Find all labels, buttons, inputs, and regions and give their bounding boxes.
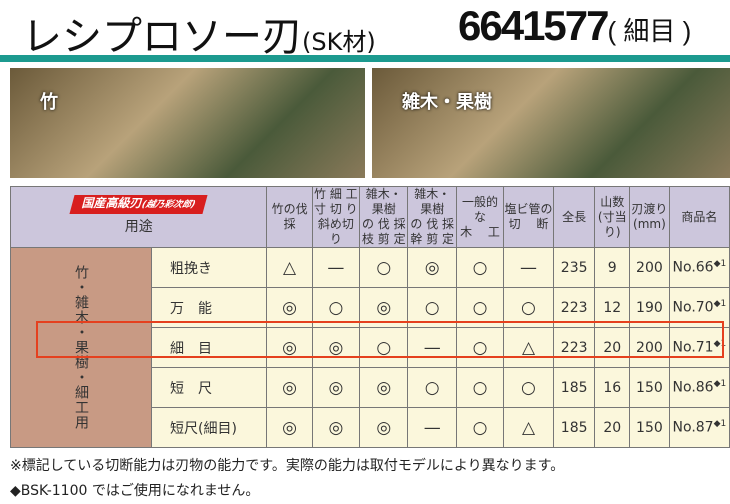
photo-label: 竹 xyxy=(40,92,58,113)
rating-cell: — xyxy=(407,407,457,448)
value-cell: 150 xyxy=(629,407,670,448)
rating-cell: ◎ xyxy=(311,407,361,448)
rating-cell: ◎ xyxy=(311,327,361,368)
blade-type: 万 能 xyxy=(150,287,268,328)
rating-cell: ○ xyxy=(311,287,361,328)
rating-cell: ○ xyxy=(407,367,457,408)
footnote-mark: ◆1 xyxy=(713,379,727,390)
blade-type: 細 目 xyxy=(150,327,268,368)
rating-cell: ○ xyxy=(455,407,505,448)
column-header: 竹の伐採 xyxy=(266,186,313,248)
title-material: (SK材) xyxy=(302,28,376,56)
code-suffix: ( 細目 ) xyxy=(607,16,692,46)
table-row: 竹・雑木・果樹・細工用 粗挽き △ — ○ ◎ ○ —235 9 200 No.66◆1 xyxy=(10,247,730,448)
table-row: 短尺(細目) ◎ ◎ ◎ — ○ △ 185 20 150 No.87◆1 xyxy=(11,407,730,448)
value-cell: 223 xyxy=(552,287,596,328)
title-text: レシプロソー刃 xyxy=(22,14,302,60)
value-cell: 223 xyxy=(552,327,596,368)
value-cell: 9 xyxy=(594,247,631,288)
footnote-mark: ◆1 xyxy=(713,339,727,350)
rating-cell: ○ xyxy=(503,287,554,328)
rating-cell: ○ xyxy=(359,327,409,368)
blade-type: 粗挽き xyxy=(150,247,268,288)
value-cell: 12 xyxy=(594,287,631,328)
category-label: 竹・雑木・果樹・細工用 xyxy=(10,247,152,448)
rating-cell: ○ xyxy=(455,247,505,288)
column-header: 全長 xyxy=(552,186,596,248)
value-cell: No.71◆1 xyxy=(668,327,730,368)
table-row: 細 目 ◎ ◎ ○ — ○ △ 223 20 200 No.71◆1 xyxy=(11,327,730,368)
column-header: 塩ビ管の 切 断 xyxy=(503,186,554,248)
value-cell: 20 xyxy=(594,327,631,368)
table-row: 短 尺 ◎ ◎ ◎ ○ ○ ○ 185 16 150 No.86◆1 xyxy=(11,367,730,408)
spec-table: 国産高級刃(越乃彩次郎) 用途 竹の伐採竹 細 工 寸 切 り 斜め切り 雑木・果樹… xyxy=(9,186,730,448)
rating-cell: △ xyxy=(503,407,554,448)
rating-cell: — xyxy=(311,247,361,288)
photo-wood: 雑木・果樹 xyxy=(372,68,730,178)
value-cell: No.70◆1 xyxy=(668,287,730,328)
brand-badge: 国産高級刃(越乃彩次郎) xyxy=(69,194,208,214)
rating-cell: ○ xyxy=(407,287,457,328)
product-code: 6641577( 細目 ) xyxy=(458,2,691,50)
accent-bar xyxy=(0,55,730,62)
column-header: 商品名 xyxy=(668,186,730,248)
value-cell: 20 xyxy=(594,407,631,448)
column-header: 竹 細 工 寸 切 り 斜め切り xyxy=(311,186,361,248)
value-cell: No.86◆1 xyxy=(668,367,730,408)
value-cell: 200 xyxy=(629,327,670,368)
rating-cell: ◎ xyxy=(266,327,313,368)
value-cell: 200 xyxy=(629,247,670,288)
photo-label: 雑木・果樹 xyxy=(402,92,492,113)
column-header: 雑木・果樹 の 伐 採 枝 剪 定 xyxy=(359,186,409,248)
rating-cell: ◎ xyxy=(359,367,409,408)
rating-cell: ○ xyxy=(503,367,554,408)
photo-bamboo: 竹 xyxy=(10,68,365,178)
rating-cell: ○ xyxy=(455,287,505,328)
blade-type: 短 尺 xyxy=(150,367,268,408)
value-cell: 185 xyxy=(552,367,596,408)
rating-cell: — xyxy=(503,247,554,288)
footnote: ※標記している切断能力は刃物の能力です。実際の能力は取付モデルにより異なります。 xyxy=(10,458,565,474)
rating-cell: — xyxy=(407,327,457,368)
value-cell: 150 xyxy=(629,367,670,408)
rating-cell: ◎ xyxy=(311,367,361,408)
footnote: ◆BSK-1100 ではご使用になれません。 xyxy=(10,483,260,499)
value-cell: 185 xyxy=(552,407,596,448)
value-cell: No.87◆1 xyxy=(668,407,730,448)
column-header: 雑木・果樹 の 伐 採 幹 剪 定 xyxy=(407,186,457,248)
rating-cell: ◎ xyxy=(266,367,313,408)
blade-type: 短尺(細目) xyxy=(150,407,268,448)
rating-cell: ◎ xyxy=(266,407,313,448)
use-header: 国産高級刃(越乃彩次郎) 用途 xyxy=(9,186,268,248)
rating-cell: ○ xyxy=(359,247,409,288)
rating-cell: ◎ xyxy=(407,247,457,288)
rating-cell: △ xyxy=(266,247,313,288)
code-number: 6641577 xyxy=(458,2,610,49)
footnote-mark: ◆1 xyxy=(713,419,727,430)
rating-cell: ○ xyxy=(455,367,505,408)
value-cell: 235 xyxy=(552,247,596,288)
footnote-mark: ◆1 xyxy=(713,299,727,310)
value-cell: No.66◆1 xyxy=(668,247,730,288)
rating-cell: △ xyxy=(503,327,554,368)
value-cell: 190 xyxy=(629,287,670,328)
page-title: レシプロソー刃(SK材) xyxy=(22,4,376,62)
value-cell: 16 xyxy=(594,367,631,408)
column-header: 一般的な 木 工 xyxy=(455,186,505,248)
rating-cell: ◎ xyxy=(359,407,409,448)
column-header: 刃渡り (mm) xyxy=(629,186,670,248)
rating-cell: ◎ xyxy=(359,287,409,328)
rating-cell: ○ xyxy=(455,327,505,368)
column-header: 山数 (寸当り) xyxy=(594,186,631,248)
footnote-mark: ◆1 xyxy=(713,259,727,270)
rating-cell: ◎ xyxy=(266,287,313,328)
